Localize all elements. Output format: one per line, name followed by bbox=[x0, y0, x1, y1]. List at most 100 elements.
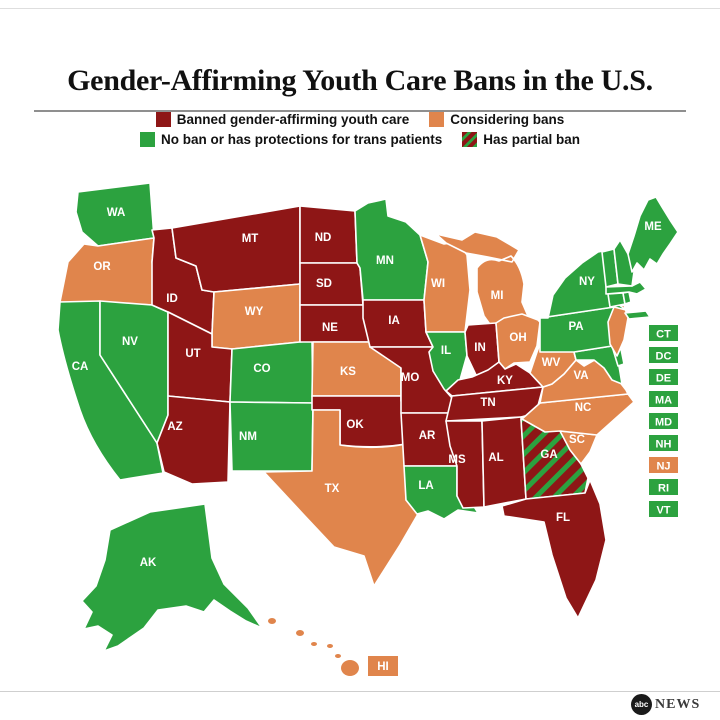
state-AK bbox=[81, 503, 263, 652]
state-label-WI: WI bbox=[431, 278, 445, 290]
small-state-box-MD bbox=[649, 413, 678, 429]
state-AZ bbox=[156, 395, 231, 485]
legend-label-banned: Banned gender-affirming youth care bbox=[176, 112, 410, 127]
small-state-box-RI bbox=[649, 479, 678, 495]
small-state-box-VT bbox=[649, 501, 678, 517]
legend-swatch-banned bbox=[155, 112, 171, 127]
hawaii-island bbox=[268, 618, 276, 624]
state-MA bbox=[605, 281, 647, 295]
state-box-HI bbox=[368, 656, 398, 676]
abc-news-logo: abc NEWS bbox=[631, 694, 700, 715]
small-state-label-NJ: NJ bbox=[656, 461, 670, 473]
abc-logo-circle: abc bbox=[631, 694, 652, 715]
hawaii-island bbox=[335, 654, 341, 658]
legend-swatch-considering bbox=[429, 112, 445, 127]
state-label-MI: MI bbox=[491, 290, 504, 302]
legend-row: Banned gender-affirming youth care Consid… bbox=[155, 112, 564, 127]
state-label-KY: KY bbox=[497, 375, 513, 387]
state-label-IA: IA bbox=[388, 315, 400, 327]
state-label-TX: TX bbox=[325, 483, 340, 495]
legend-item-banned: Banned gender-affirming youth care bbox=[155, 112, 410, 127]
state-label-LA: LA bbox=[418, 480, 433, 492]
state-label-GA: GA bbox=[540, 449, 557, 461]
top-divider bbox=[0, 8, 720, 9]
state-MN bbox=[354, 198, 429, 301]
small-state-box-NJ bbox=[649, 457, 678, 473]
state-NC bbox=[521, 393, 635, 436]
state-label-CA: CA bbox=[72, 361, 89, 373]
state-label-IL: IL bbox=[441, 345, 451, 357]
small-state-box-DC bbox=[649, 347, 678, 363]
small-state-label-RI: RI bbox=[658, 483, 669, 495]
legend-label-none: No ban or has protections for trans pati… bbox=[160, 132, 443, 147]
state-label-TN: TN bbox=[480, 397, 495, 409]
state-label-HI: HI bbox=[377, 661, 389, 673]
state-label-CO: CO bbox=[253, 363, 270, 375]
small-state-box-CT bbox=[649, 325, 678, 341]
state-label-NE: NE bbox=[322, 322, 338, 334]
legend-label-partial: Has partial ban bbox=[483, 132, 581, 147]
state-label-MN: MN bbox=[376, 255, 394, 267]
legend-item-considering: Considering bans bbox=[429, 112, 564, 127]
hawaii-island bbox=[296, 630, 304, 636]
state-label-WV: WV bbox=[542, 357, 561, 369]
state-FL bbox=[501, 479, 607, 619]
small-state-label-CT: CT bbox=[656, 329, 671, 341]
legend-item-partial: Has partial ban bbox=[462, 132, 580, 147]
state-label-AZ: AZ bbox=[167, 421, 182, 433]
bottom-divider bbox=[0, 691, 720, 692]
small-state-box-NH bbox=[649, 435, 678, 451]
hawaii-island bbox=[327, 644, 333, 648]
legend-swatch-none bbox=[139, 132, 155, 147]
state-label-OR: OR bbox=[93, 261, 111, 273]
state-NJ bbox=[607, 304, 629, 357]
state-label-ID: ID bbox=[166, 293, 178, 305]
hawaii-island bbox=[341, 660, 359, 676]
state-label-SD: SD bbox=[316, 278, 332, 290]
state-label-PA: PA bbox=[568, 321, 583, 333]
state-label-NV: NV bbox=[122, 336, 138, 348]
news-wordmark: NEWS bbox=[655, 696, 701, 712]
state-label-MO: MO bbox=[401, 372, 420, 384]
state-label-ME: ME bbox=[644, 221, 662, 233]
state-ME bbox=[627, 196, 679, 273]
state-label-OK: OK bbox=[346, 419, 364, 431]
state-CA bbox=[57, 300, 164, 481]
page-title: Gender-Affirming Youth Care Bans in the … bbox=[34, 64, 686, 113]
legend-swatch-partial bbox=[462, 132, 478, 147]
small-state-label-VT: VT bbox=[656, 505, 670, 517]
state-NH bbox=[613, 239, 635, 287]
state-label-MS: MS bbox=[448, 454, 466, 466]
state-label-SC: SC bbox=[569, 434, 585, 446]
legend: Banned gender-affirming youth care Consid… bbox=[0, 112, 720, 147]
small-state-box-DE bbox=[649, 369, 678, 385]
state-label-OH: OH bbox=[509, 332, 526, 344]
state-CT bbox=[607, 292, 626, 308]
state-label-WA: WA bbox=[107, 207, 126, 219]
state-label-NM: NM bbox=[239, 431, 257, 443]
state-label-KS: KS bbox=[340, 366, 356, 378]
state-label-AR: AR bbox=[419, 430, 436, 442]
state-label-NY: NY bbox=[579, 276, 595, 288]
small-state-label-DC: DC bbox=[656, 351, 672, 363]
state-MI bbox=[435, 231, 529, 331]
state-label-IN: IN bbox=[474, 342, 486, 354]
small-state-box-MA bbox=[649, 391, 678, 407]
state-label-AK: AK bbox=[140, 557, 157, 569]
small-state-label-MA: MA bbox=[655, 395, 672, 407]
small-state-label-DE: DE bbox=[656, 373, 671, 385]
state-CO bbox=[229, 340, 314, 404]
state-label-NC: NC bbox=[575, 402, 592, 414]
legend-item-none: No ban or has protections for trans pati… bbox=[139, 132, 443, 147]
state-label-ND: ND bbox=[315, 232, 332, 244]
state-label-VA: VA bbox=[573, 370, 588, 382]
state-label-AL: AL bbox=[488, 452, 503, 464]
state-label-MT: MT bbox=[242, 233, 259, 245]
small-state-label-MD: MD bbox=[655, 417, 672, 429]
legend-row: No ban or has protections for trans pati… bbox=[139, 132, 580, 147]
state-RI bbox=[622, 291, 632, 305]
legend-label-considering: Considering bans bbox=[450, 112, 565, 127]
hawaii-island bbox=[311, 642, 317, 646]
state-label-WY: WY bbox=[245, 306, 264, 318]
